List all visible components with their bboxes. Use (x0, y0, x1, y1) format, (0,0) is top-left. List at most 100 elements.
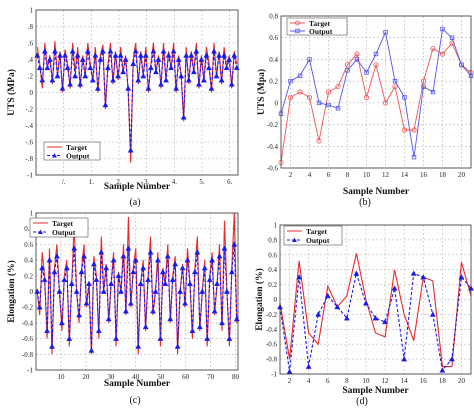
x-tick-label: 12 (382, 377, 390, 385)
data-point-output (216, 52, 223, 58)
data-point-output (150, 48, 157, 54)
data-point-output (118, 288, 124, 294)
x-tick-label: 14 (401, 377, 409, 385)
legend-label: Target (306, 227, 327, 236)
data-point-output (168, 64, 175, 71)
data-point-output (184, 257, 191, 263)
data-point-output (411, 154, 417, 160)
data-point-output (316, 100, 322, 106)
y-tick-label: 1 (274, 222, 278, 230)
y-tick-label: -1 (27, 172, 33, 180)
data-point-output (223, 64, 230, 71)
x-tick-label: 6. (227, 178, 233, 186)
data-point-output (122, 308, 129, 314)
data-point-output (46, 257, 53, 263)
data-point-output (90, 261, 97, 267)
data-point-output (343, 315, 350, 321)
data-point-output (191, 268, 198, 275)
data-point-output (122, 56, 129, 62)
x-tick-label: 3. (144, 178, 150, 186)
data-point-output (162, 280, 169, 286)
chart-panel-3: 1 0.8 0.6 0.4 0.2 0 -0.2 -0.4 -0.6 -0.8 -1 10 20 30 40… (6, 210, 240, 406)
data-point-output (353, 270, 360, 276)
y-tick-label: 0.4 (24, 257, 33, 265)
data-point-output (155, 56, 162, 62)
x-tick-label: 6 (326, 377, 330, 385)
data-point-output (158, 81, 164, 87)
data-point-target (420, 78, 427, 84)
plot-area (281, 16, 471, 168)
y-tick-label: 0.8 (269, 13, 278, 21)
legend-label: Output (306, 236, 330, 245)
series-line-target (36, 41, 238, 163)
data-point-output (39, 77, 46, 83)
data-point-output (216, 253, 223, 259)
data-point-output (177, 288, 184, 294)
data-point-output (430, 89, 436, 95)
data-point-output (201, 264, 208, 271)
data-point-output (108, 280, 115, 286)
data-point-target (335, 83, 341, 90)
x-tick-label: 80 (232, 373, 240, 381)
x-tick-label: 20 (82, 373, 90, 381)
y-tick-label: -0.8 (266, 356, 278, 364)
data-point-output (56, 288, 63, 294)
x-tick-label: 60 (182, 373, 190, 381)
panel-label: (c) (129, 395, 140, 406)
data-point-output (211, 308, 218, 314)
data-point-target (363, 94, 370, 101)
y-tick-label: -.2 (25, 106, 33, 114)
data-point-output (372, 315, 379, 321)
x-tick-label: 10 (57, 373, 65, 381)
y-tick-label: 0 (30, 89, 34, 97)
data-point-output (86, 280, 92, 286)
x-tick-label: 30 (107, 373, 115, 381)
x-tick-label: 50 (157, 373, 165, 381)
data-point-target (373, 62, 379, 68)
data-point-output (99, 48, 106, 54)
data-point-output (127, 300, 134, 306)
data-point-output (137, 52, 144, 58)
data-point-output (334, 303, 341, 310)
data-point-output (214, 280, 221, 286)
legend-label: Output (52, 228, 76, 237)
data-point-output (190, 68, 197, 75)
data-point-output (44, 64, 51, 71)
series-line-output (36, 51, 238, 151)
data-point-output (71, 245, 78, 251)
data-point-output (354, 57, 360, 62)
data-point-output (345, 68, 350, 73)
data-point-output (67, 81, 74, 87)
chart-panel-4: 1 0.8 0.6 0.4 0.2 0 -0.2 -0.4 -0.6 -0.8 -1 2 4 6 8 10 12… (254, 222, 474, 407)
legend-label: Target (66, 143, 87, 152)
data-point-output (157, 335, 164, 341)
data-point-output (382, 318, 388, 325)
y-axis-label: UTS (MPa) (6, 69, 17, 116)
x-axis-label: Sample Number (342, 386, 409, 396)
data-point-output (102, 101, 109, 108)
data-point-target (354, 51, 360, 57)
data-point-output (170, 48, 177, 54)
data-point-output (154, 257, 161, 263)
x-tick-label: 40 (132, 373, 140, 381)
y-tick-label: -0.4 (266, 326, 278, 334)
legend-label: Target (309, 19, 330, 28)
data-point-output (449, 35, 455, 40)
y-axis-label: UTS (Mpa) (256, 69, 267, 115)
data-point-output (100, 288, 107, 294)
y-tick-label: -0.4 (22, 319, 34, 327)
data-point-output (82, 72, 89, 79)
y-tick-label: -0.8 (22, 351, 34, 359)
data-point-output (98, 249, 105, 255)
data-point-output (39, 264, 46, 271)
data-point-output (180, 114, 187, 120)
y-tick-label: 0.2 (269, 78, 278, 86)
x-tick-label: 16 (420, 171, 428, 179)
y-tick-label: 0.6 (24, 241, 33, 249)
data-point-output (135, 77, 142, 83)
data-point-output (189, 327, 196, 334)
x-tick-label: 8 (346, 171, 350, 179)
data-point-output (429, 311, 436, 317)
